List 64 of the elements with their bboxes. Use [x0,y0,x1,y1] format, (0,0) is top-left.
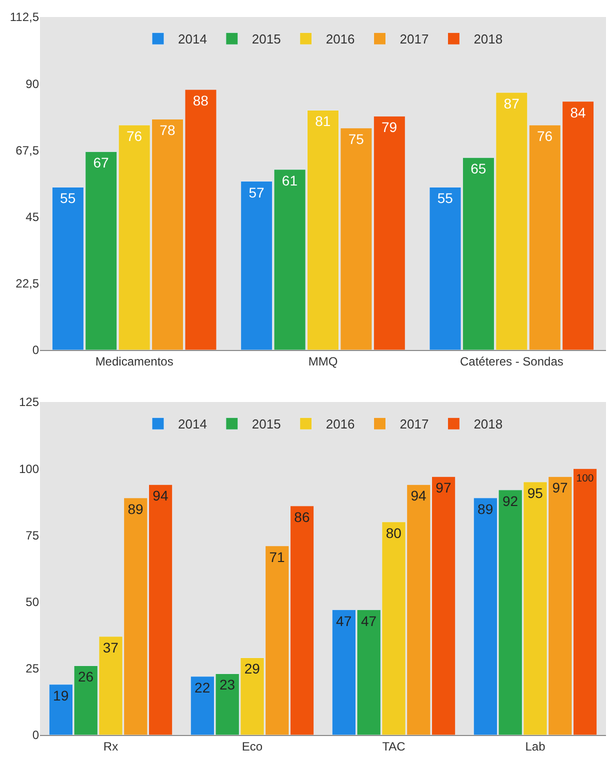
y-tick-label: 112,5 [10,10,40,24]
data-label: 23 [219,676,236,693]
data-label: 76 [126,128,142,144]
data-label: 55 [437,190,454,206]
data-label: 57 [248,184,264,200]
data-label: 97 [436,480,452,496]
data-label: 97 [552,480,568,496]
data-label: 37 [102,639,119,656]
data-label: 80 [386,524,402,541]
y-tick-label: 22,5 [16,276,40,291]
y-tick-label: 50 [26,595,40,609]
data-label: 100 [576,473,594,484]
data-label: 89 [128,500,144,517]
data-label: 86 [294,508,310,525]
data-label: 47 [360,612,377,629]
legend-label: 2017 [400,416,429,432]
data-label: 29 [244,660,260,677]
y-tick-label: 0 [32,343,40,358]
data-label: 65 [470,160,486,177]
data-label: 55 [60,190,76,206]
legend-label: 2015 [252,32,281,47]
data-label: 75 [348,131,364,147]
data-label: 22 [194,679,210,696]
data-label: 94 [410,488,427,504]
legend-label: 2017 [400,32,429,47]
legend-label: 2014 [178,416,207,432]
legend-label: 2015 [252,416,281,432]
legend-label: 2016 [326,416,355,432]
x-tick-label: Medicamentos [95,354,174,368]
x-tick-label: TAC [382,739,406,754]
data-label: 76 [536,128,553,144]
x-tick-label: Eco [242,739,263,754]
data-label: 71 [269,548,286,565]
legend-label: 2016 [326,32,355,47]
data-label: 95 [527,484,544,501]
y-tick-label: 90 [26,76,40,91]
data-label: 26 [78,668,94,685]
y-tick-label: 67,5 [16,143,40,158]
data-label: 88 [192,92,209,109]
data-label: 67 [93,154,110,171]
data-label: 92 [502,492,518,509]
x-tick-label: Catéteres - Sondas [460,354,564,368]
y-tick-label: 45 [26,210,40,224]
y-tick-label: 75 [26,528,40,542]
data-label: 19 [53,687,69,704]
data-label: 87 [504,95,520,112]
legend-label: 2014 [178,32,207,47]
y-tick-label: 100 [18,462,40,476]
legend-label: 2018 [474,416,503,432]
data-label: 78 [160,122,176,138]
data-label: 84 [570,104,586,120]
data-label: 94 [152,488,168,504]
data-label: 81 [315,113,331,130]
data-label: 89 [478,500,494,517]
data-label: 47 [336,612,352,629]
x-tick-label: Lab [525,739,546,754]
data-label: 61 [282,172,298,188]
legend-label: 2018 [474,32,503,47]
y-tick-label: 125 [18,395,40,410]
data-label: 79 [382,119,398,136]
x-tick-label: MMQ [308,354,338,368]
x-tick-label: Rx [103,739,118,754]
y-tick-label: 0 [32,728,40,742]
y-tick-label: 25 [26,662,40,676]
